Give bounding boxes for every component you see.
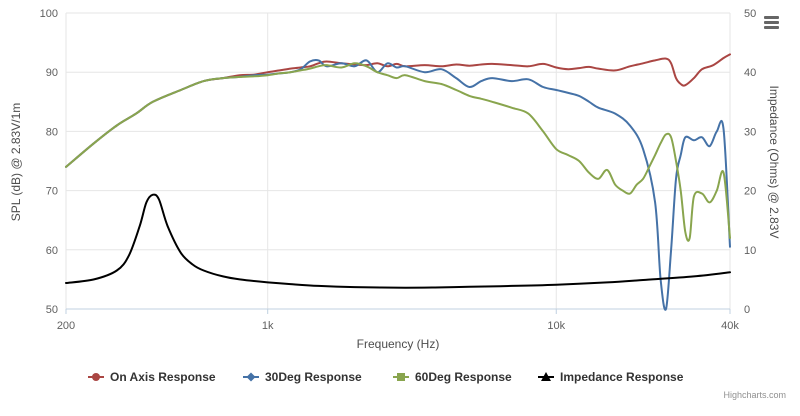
- legend-marker-diamond-icon: [246, 372, 256, 382]
- y-tick-label-left: 80: [46, 126, 58, 138]
- legend-label: 30Deg Response: [265, 370, 362, 384]
- x-tick-label: 10k: [547, 320, 565, 332]
- legend-item-impedance-response[interactable]: Impedance Response: [538, 370, 684, 384]
- y-tick-label-left: 100: [40, 8, 58, 20]
- y-tick-label-right: 30: [744, 126, 756, 138]
- y-tick-label-right: 10: [744, 245, 756, 257]
- legend-marker-square-icon: [397, 373, 405, 381]
- x-tick-label: 1k: [262, 320, 274, 332]
- legend-item-30deg-response[interactable]: 30Deg Response: [243, 370, 362, 384]
- y-tick-label-right: 50: [744, 8, 756, 20]
- x-tick-label: 40k: [721, 320, 739, 332]
- series-line-30deg-response[interactable]: [65, 59, 731, 311]
- legend-label: Impedance Response: [560, 370, 684, 384]
- series-line-60deg-response[interactable]: [65, 62, 731, 242]
- y-tick-label-left: 70: [46, 186, 58, 198]
- x-axis-title: Frequency (Hz): [357, 337, 440, 351]
- series-line-on-axis-response[interactable]: [65, 53, 731, 168]
- y-axis-title-left: SPL (dB) @ 2.83V/1m: [9, 103, 23, 221]
- y-tick-label-right: 0: [744, 304, 750, 316]
- y-tick-label-left: 90: [46, 67, 58, 79]
- x-tick-label: 200: [57, 320, 75, 332]
- series-layer: [65, 53, 731, 311]
- y-axis-title-right: Impedance (Ohms) @ 2.83V: [767, 86, 781, 239]
- y-tick-label-left: 50: [46, 304, 58, 316]
- legend-marker-triangle-icon: [541, 372, 551, 381]
- hamburger-menu-icon[interactable]: [758, 10, 784, 32]
- grid-layer: [65, 12, 731, 310]
- axis-layer: 50 60 70 80 90 100 0 10 20 30 40 50 200 1k 10k 40k: [40, 8, 757, 332]
- legend: On Axis Response 30Deg Response 60Deg Resp…: [88, 370, 684, 384]
- y-tick-label-right: 20: [744, 186, 756, 198]
- credits-link[interactable]: Highcharts.com: [723, 390, 786, 400]
- legend-item-on-axis-response[interactable]: On Axis Response: [88, 370, 216, 384]
- y-tick-label-left: 60: [46, 245, 58, 257]
- legend-label: On Axis Response: [110, 370, 216, 384]
- series-line-impedance-response[interactable]: [65, 193, 731, 289]
- y-tick-label-right: 40: [744, 67, 756, 79]
- legend-marker-circle-icon: [92, 373, 100, 381]
- legend-item-60deg-response[interactable]: 60Deg Response: [393, 370, 512, 384]
- legend-label: 60Deg Response: [415, 370, 512, 384]
